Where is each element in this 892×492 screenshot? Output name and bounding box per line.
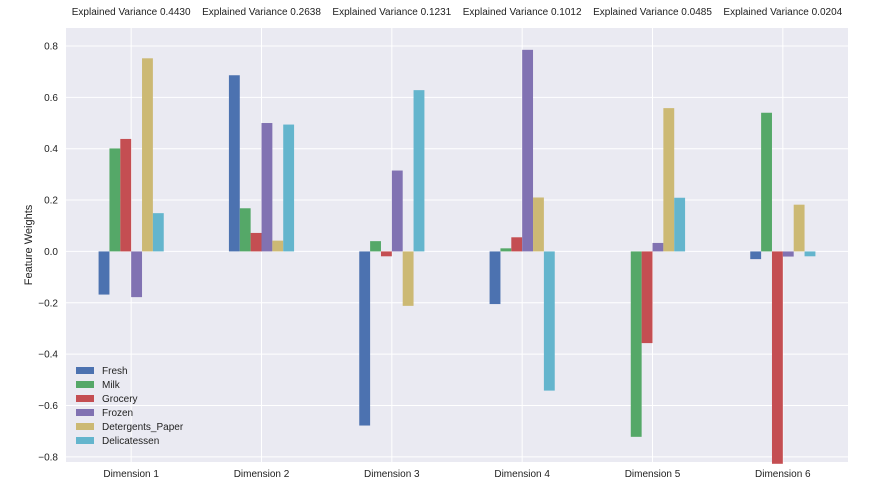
legend-label: Frozen xyxy=(102,408,133,419)
explained-variance-label: Explained Variance 0.1012 xyxy=(463,7,582,18)
bar-delicatessen-4 xyxy=(544,251,555,390)
bar-frozen-3 xyxy=(392,171,403,252)
bar-frozen-4 xyxy=(522,50,533,252)
bar-detergents-paper-4 xyxy=(533,197,544,251)
legend-label: Grocery xyxy=(102,394,138,405)
bar-fresh-3 xyxy=(359,251,370,425)
explained-variance-label: Explained Variance 0.1231 xyxy=(332,7,451,18)
bar-grocery-5 xyxy=(642,251,653,343)
bar-frozen-6 xyxy=(783,251,794,256)
y-tick-label: 0.4 xyxy=(44,144,58,155)
y-tick-label: 0.6 xyxy=(44,93,58,104)
y-tick-label: −0.2 xyxy=(38,298,58,309)
bar-fresh-2 xyxy=(229,75,240,251)
bar-grocery-1 xyxy=(120,139,131,251)
y-tick-label: −0.6 xyxy=(38,401,58,412)
legend-label: Detergents_Paper xyxy=(102,422,184,433)
x-tick-label: Dimension 4 xyxy=(494,469,550,480)
bar-frozen-1 xyxy=(131,251,142,297)
explained-variance-label: Explained Variance 0.0204 xyxy=(723,7,842,18)
bar-grocery-3 xyxy=(381,251,392,256)
bar-grocery-4 xyxy=(511,237,522,251)
bar-milk-4 xyxy=(500,248,511,251)
explained-variance-label: Explained Variance 0.2638 xyxy=(202,7,321,18)
plot-area xyxy=(66,28,848,462)
y-axis-title: Feature Weights xyxy=(23,204,35,285)
bar-delicatessen-2 xyxy=(283,125,294,252)
bar-milk-3 xyxy=(370,241,381,251)
bar-frozen-2 xyxy=(262,123,273,251)
x-tick-label: Dimension 3 xyxy=(364,469,420,480)
bar-milk-6 xyxy=(761,113,772,252)
legend-label: Delicatessen xyxy=(102,436,159,447)
bar-detergents-paper-1 xyxy=(142,58,153,251)
bar-fresh-1 xyxy=(99,251,110,294)
legend-swatch-delicatessen xyxy=(76,437,94,444)
bar-detergents-paper-3 xyxy=(403,251,414,305)
bar-delicatessen-1 xyxy=(153,213,164,251)
legend-swatch-detergents-paper xyxy=(76,423,94,430)
y-tick-label: −0.4 xyxy=(38,350,58,361)
x-tick-label: Dimension 6 xyxy=(755,469,811,480)
bar-fresh-4 xyxy=(490,251,501,304)
bar-frozen-5 xyxy=(653,243,664,251)
legend-swatch-grocery xyxy=(76,395,94,402)
bar-detergents-paper-6 xyxy=(794,205,805,252)
legend-swatch-frozen xyxy=(76,409,94,416)
y-tick-label: 0.0 xyxy=(44,247,58,258)
x-tick-label: Dimension 2 xyxy=(234,469,290,480)
bar-grocery-2 xyxy=(251,233,262,251)
bar-detergents-paper-2 xyxy=(272,241,283,252)
bar-milk-1 xyxy=(109,148,120,251)
bar-milk-2 xyxy=(240,208,251,251)
y-tick-label: 0.2 xyxy=(44,196,58,207)
explained-variance-label: Explained Variance 0.0485 xyxy=(593,7,712,18)
bar-milk-5 xyxy=(631,251,642,436)
explained-variance-label: Explained Variance 0.4430 xyxy=(72,7,191,18)
y-tick-label: −0.8 xyxy=(38,452,58,463)
legend-label: Milk xyxy=(102,380,121,391)
x-tick-label: Dimension 1 xyxy=(103,469,159,480)
bar-grocery-6 xyxy=(772,251,783,463)
bar-delicatessen-3 xyxy=(414,90,425,251)
bar-fresh-6 xyxy=(750,251,761,259)
bar-delicatessen-5 xyxy=(674,198,685,252)
x-tick-label: Dimension 5 xyxy=(625,469,681,480)
bar-detergents-paper-5 xyxy=(663,108,674,251)
legend-swatch-fresh xyxy=(76,367,94,374)
legend-swatch-milk xyxy=(76,381,94,388)
bar-delicatessen-6 xyxy=(805,251,816,256)
legend-label: Fresh xyxy=(102,366,128,377)
y-tick-label: 0.8 xyxy=(44,41,58,52)
